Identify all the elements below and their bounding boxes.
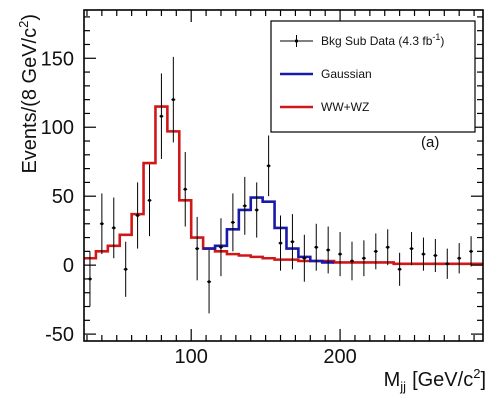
data-marker [457,256,461,260]
plot-frame [83,9,484,342]
data-marker [421,252,425,256]
legend-label-data: Bkg Sub Data (4.3 fb-1) [321,32,444,48]
data-marker [195,247,199,251]
data-point [338,232,343,277]
axis-ticks: -50 0 50 100 150 100 200 [41,10,483,368]
data-marker [326,248,330,252]
plot-area [84,56,483,314]
y-tick-label: 0 [63,255,74,277]
data-marker [100,222,104,226]
data-marker [445,262,449,266]
data-point [195,216,200,281]
y-axis-label: Events/(8 GeV/c2) [16,14,41,174]
data-point [397,252,402,286]
data-point [230,193,235,252]
data-point [159,73,164,159]
data-marker [314,245,318,249]
data-point [469,236,474,267]
x-axis-label-sup: 2 [473,366,480,381]
legend-label-gauss: Gaussian [321,67,372,81]
data-marker [243,204,247,208]
data-marker [290,240,294,244]
data-marker [386,245,390,249]
data-marker [267,164,271,168]
data-point [99,193,104,255]
x-axis-label-main: M [384,369,401,391]
data-point [314,223,319,271]
data-marker [410,247,414,251]
x-axis-label-unit: [GeV/c [412,369,473,391]
data-point [278,215,283,271]
x-axis-label-sub: jj [399,379,406,394]
data-marker [362,256,366,260]
data-point [349,241,354,281]
data-point [111,197,116,259]
data-point [135,182,140,249]
series-line-wwwz [84,105,483,266]
y-tick-label: 50 [52,186,74,208]
data-marker [374,249,378,253]
legend-swatch-data-marker [294,39,299,43]
data-marker [350,259,354,263]
data-point [361,240,366,277]
data-marker [136,213,140,217]
legend-label-text: WW+WZ [321,100,369,114]
x-axis-label-close: ] [480,369,486,391]
data-marker [469,249,473,253]
x-tick-label: 100 [175,346,208,368]
legend: Bkg Sub Data (4.3 fb-1) Gaussian WW+WZ [270,20,476,133]
data-point [171,56,176,143]
data-marker [302,256,306,260]
data-marker [255,208,259,212]
data-marker [171,98,175,102]
data-point [433,238,438,273]
y-tick-label: 150 [41,48,74,70]
data-point [302,234,307,282]
data-marker [231,220,235,224]
data-point [385,229,390,266]
y-axis-label-close: ) [19,14,41,21]
data-marker [279,241,283,245]
data-point [254,182,259,238]
y-axis-label-sup: 2 [16,21,31,28]
data-marker [112,226,116,230]
y-tick-label: -50 [45,324,74,346]
y-axis-label-main: Events/(8 GeV/c [19,28,41,174]
data-point [242,176,247,235]
data-marker [219,245,223,249]
data-point [373,233,378,270]
data-marker [338,252,342,256]
x-tick-label: 200 [323,346,356,368]
data-point [266,135,271,197]
panel-label: (a) [421,134,439,151]
x-axis-label: Mjj [GeV/c2] [384,366,486,394]
series-line-gaussian [203,196,335,264]
data-point [123,241,128,297]
data-point [409,232,414,266]
legend-label-text: Bkg Sub Data (4.3 fb [321,34,433,48]
legend-box [270,20,476,133]
data-point [421,237,426,271]
data-marker [398,267,402,271]
data-point [218,218,223,277]
data-marker [183,187,187,191]
data-marker [433,253,437,257]
y-tick-label: 100 [41,117,74,139]
legend-label-wwwz: WW+WZ [321,100,369,114]
legend-label-sup: -1 [432,32,440,42]
data-point [457,243,462,274]
data-point [326,226,331,274]
data-marker [148,198,152,202]
data-marker [207,280,211,284]
data-marker [159,114,163,118]
legend-label-close: ) [440,34,444,48]
data-point [147,164,152,237]
data-point [183,152,188,227]
legend-label-text: Gaussian [321,67,372,81]
data-point [445,248,450,279]
data-point [290,214,295,270]
data-point [207,249,212,314]
data-marker [124,267,128,271]
